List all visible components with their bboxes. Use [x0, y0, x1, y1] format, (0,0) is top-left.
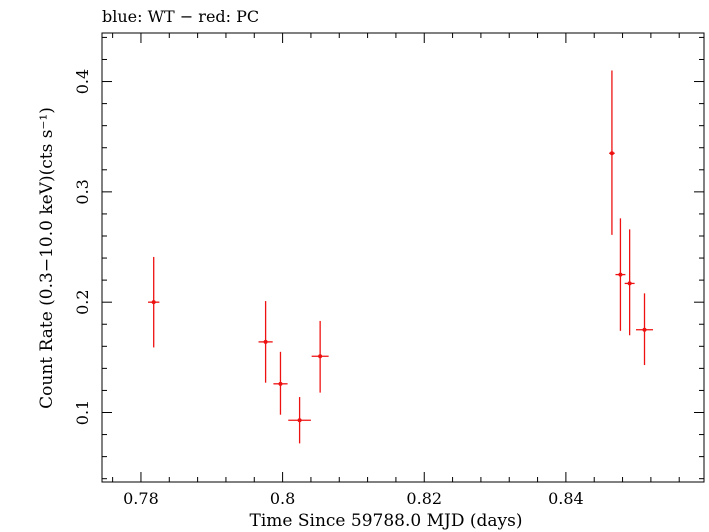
y-axis-label: Count Rate (0.3−10.0 keV)(cts s⁻¹): [37, 107, 57, 409]
y-tick-label: 0.1: [73, 400, 92, 425]
x-tick-label: 0.8: [270, 489, 295, 508]
data-point: [636, 293, 654, 366]
point-marker: [151, 300, 156, 305]
data-point: [311, 320, 329, 393]
x-tick-label: 0.84: [548, 489, 584, 508]
point-marker: [278, 381, 283, 386]
data-point: [273, 351, 288, 415]
axis-ticks: [102, 33, 704, 482]
point-marker: [627, 281, 632, 286]
chart-title: blue: WT − red: PC: [102, 7, 259, 26]
data-points: [148, 70, 654, 444]
point-marker: [642, 327, 647, 332]
x-axis-label: Time Since 59788.0 MJD (days): [250, 511, 523, 531]
data-point: [258, 301, 273, 383]
point-marker: [263, 339, 268, 344]
x-tick-label: 0.78: [123, 489, 159, 508]
x-tick-label: 0.82: [406, 489, 442, 508]
point-marker: [318, 354, 323, 359]
tick-labels: 0.78 0.8 0.82 0.84 0.1 0.2 0.3 0.4: [73, 69, 584, 508]
data-point: [624, 229, 635, 336]
plot-frame: [101, 32, 705, 483]
y-tick-label: 0.2: [73, 289, 92, 314]
point-marker: [297, 418, 302, 423]
data-point: [148, 256, 160, 348]
data-point: [609, 70, 615, 235]
point-marker: [609, 151, 614, 156]
data-point: [615, 218, 626, 331]
data-point: [288, 397, 311, 444]
y-tick-label: 0.4: [73, 69, 92, 94]
point-marker: [618, 272, 623, 277]
y-tick-label: 0.3: [73, 179, 92, 204]
